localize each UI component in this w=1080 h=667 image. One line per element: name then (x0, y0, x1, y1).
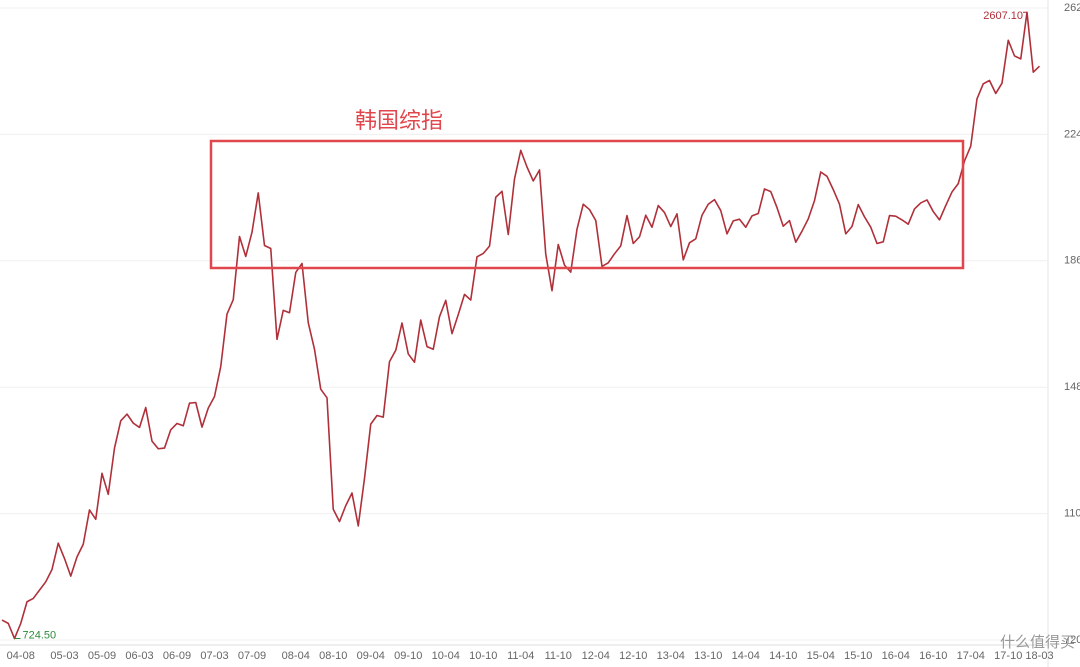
x-tick-label: 12-04 (582, 650, 610, 662)
price-line (1, 11, 1041, 640)
y-tick-label: 720 (1064, 634, 1080, 646)
x-tick-label: 14-04 (732, 650, 760, 662)
y-tick-label: 1100 (1064, 508, 1080, 520)
x-tick-label: 18-03 (1025, 650, 1053, 662)
x-tick-label: 08-10 (319, 650, 347, 662)
x-tick-label: 15-10 (844, 650, 872, 662)
x-tick-label: 15-04 (807, 650, 835, 662)
x-tick-label: 11-10 (545, 650, 572, 662)
x-tick-label: 07-03 (200, 650, 228, 662)
y-tick-label: 1480 (1064, 381, 1080, 393)
highlight-box (209, 139, 965, 270)
extreme-label: 724.50 (23, 629, 57, 641)
x-tick-label: 07-09 (238, 650, 266, 662)
extreme-label: 2607.10 (983, 10, 1023, 22)
x-tick-label: 10-04 (432, 650, 460, 662)
x-tick-label: 10-10 (469, 650, 497, 662)
x-tick-label: 11-04 (507, 650, 534, 662)
x-tick-label: 12-10 (619, 650, 647, 662)
x-tick-label: 13-04 (657, 650, 685, 662)
x-tick-label: 14-10 (769, 650, 797, 662)
x-tick-label: 17-10 (994, 650, 1022, 662)
x-tick-label: 05-03 (50, 650, 78, 662)
x-tick-label: 16-04 (882, 650, 910, 662)
x-tick-label: 04-08 (7, 650, 35, 662)
y-tick-label: 1860 (1064, 255, 1080, 267)
annotation: 韩国综指 (355, 108, 443, 133)
y-tick-label: 2240 (1064, 128, 1080, 140)
watermark: 什么值得买 (1000, 634, 1075, 651)
x-tick-label: 05-09 (88, 650, 116, 662)
x-tick-label: 13-10 (694, 650, 722, 662)
x-tick-label: 16-10 (919, 650, 947, 662)
x-tick-label: 08-04 (282, 650, 310, 662)
x-tick-label: 17-04 (957, 650, 985, 662)
x-tick-label: 06-03 (125, 650, 153, 662)
x-tick-label: 06-09 (163, 650, 191, 662)
x-tick-label: 09-10 (394, 650, 422, 662)
x-tick-label: 09-04 (357, 650, 385, 662)
